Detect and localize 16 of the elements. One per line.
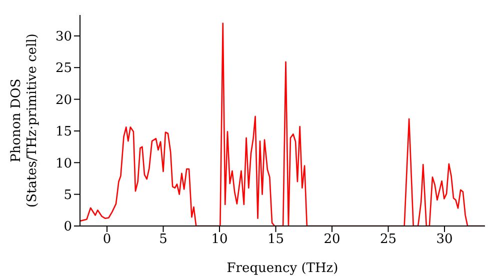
x-tick-label: 30 bbox=[436, 232, 453, 248]
y-tick-label: 15 bbox=[55, 124, 72, 140]
x-tick-label: 20 bbox=[324, 232, 340, 248]
y-tick-label: 5 bbox=[64, 188, 72, 203]
x-tick-label: 25 bbox=[380, 232, 397, 248]
y-tick-label: 25 bbox=[55, 61, 72, 76]
y-tick-label: 30 bbox=[55, 30, 72, 45]
x-tick-label: 5 bbox=[159, 232, 168, 248]
x-tick-label: 0 bbox=[102, 232, 112, 248]
x-tick-label: 10 bbox=[211, 232, 228, 248]
x-tick-label: 15 bbox=[267, 232, 284, 248]
y-tick-label: 10 bbox=[55, 156, 72, 172]
x-axis-title: Frequency (THz) bbox=[226, 261, 338, 276]
y-axis-title: Phonon DOS (States/THz·primitive cell) bbox=[9, 33, 40, 208]
y-tick-label: 20 bbox=[55, 92, 72, 108]
y-tick-label: 0 bbox=[64, 220, 72, 235]
